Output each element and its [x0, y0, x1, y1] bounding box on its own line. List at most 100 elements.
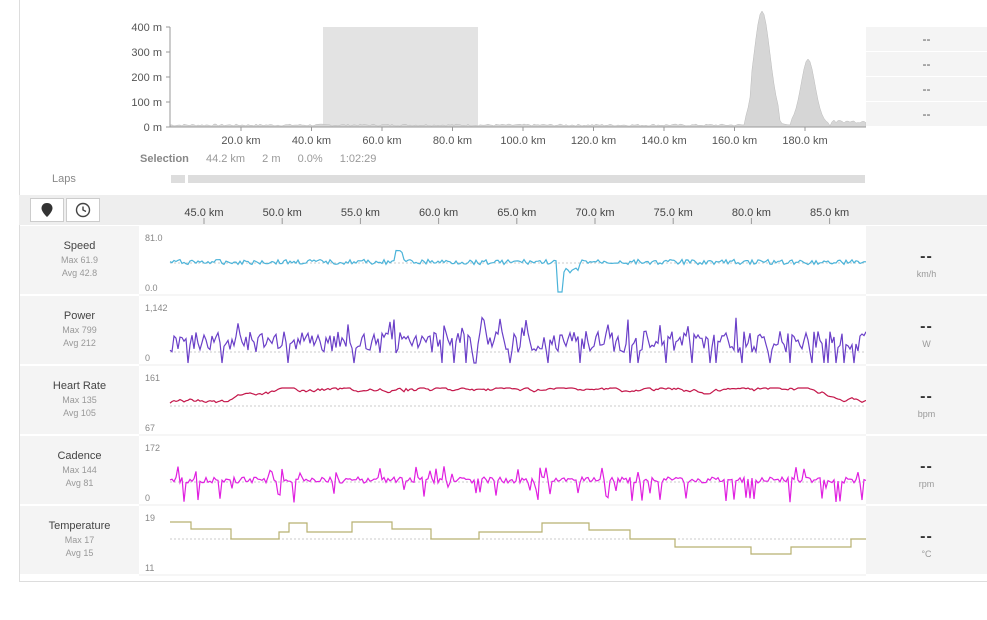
temperature-unit: °C: [921, 549, 932, 559]
temperature-name: Temperature: [48, 520, 111, 532]
chart-toolbar: [19, 195, 987, 225]
temperature-current-value: --: [920, 528, 933, 545]
power-max: Max 799: [62, 325, 97, 335]
power-name: Power: [63, 310, 96, 322]
speed-chart[interactable]: 81.0 0.0: [139, 226, 866, 296]
speed-series-line: [169, 249, 866, 293]
cadence-series-line: [169, 466, 866, 503]
cadence-max: Max 144: [62, 465, 97, 475]
heart-rate-label-panel: Heart Rate Max 135 Avg 105: [20, 366, 139, 434]
elevation-profile: [169, 10, 867, 128]
detail-x-tick-label: 70.0 km: [575, 207, 614, 219]
speed-unit: km/h: [916, 269, 937, 279]
detail-x-axis: 45.0 km 50.0 km 55.0 km 60.0 km 65.0 km 70.0 …: [184, 207, 849, 224]
x-tick-label: 80.0 km: [433, 135, 472, 147]
y-tick-label: 100 m: [131, 97, 162, 109]
temperature-avg: Avg 15: [65, 548, 94, 558]
detail-x-tick-label: 50.0 km: [263, 207, 302, 219]
heart-rate-avg: Avg 105: [63, 408, 96, 418]
speed-name: Speed: [63, 240, 96, 252]
heart-rate-ymax-label: 161: [145, 373, 160, 383]
temperature-max: Max 17: [64, 535, 95, 545]
lap-bar-1[interactable]: [171, 175, 185, 183]
detail-x-tick-label: 80.0 km: [732, 207, 771, 219]
selection-grade: 0.0%: [297, 153, 323, 165]
power-ymax-label: 1,142: [145, 303, 168, 313]
speed-ymax-label: 81.0: [145, 233, 163, 243]
cadence-ymax-label: 172: [145, 443, 160, 453]
clock-icon: [75, 202, 91, 218]
heart-rate-current-value: --: [920, 388, 933, 405]
y-tick-label: 200 m: [131, 72, 162, 84]
temperature-ymin-label: 11: [145, 563, 154, 573]
y-tick-label: 0 m: [144, 122, 162, 134]
cadence-avg: Avg 81: [65, 478, 94, 488]
detail-x-tick-label: 60.0 km: [419, 207, 458, 219]
overview-stat-1: --: [866, 27, 987, 52]
power-label-panel: Power Max 799 Avg 212: [20, 296, 139, 364]
selection-duration: 1:02:29: [339, 153, 377, 165]
selection-summary: Selection 44.2 km 2 m 0.0% 1:02:29: [140, 153, 390, 165]
power-ymin-label: 0: [145, 353, 150, 363]
temperature-series-line: [170, 521, 866, 555]
speed-ymin-label: 0.0: [145, 283, 158, 293]
heart-rate-name: Heart Rate: [52, 380, 107, 392]
y-tick-label: 300 m: [131, 47, 162, 59]
speed-value-panel: -- km/h: [866, 226, 987, 294]
heart-rate-unit: bpm: [917, 409, 936, 419]
detail-x-tick-label: 45.0 km: [184, 207, 223, 219]
clock-button[interactable]: [66, 198, 100, 222]
speed-avg: Avg 42.8: [61, 268, 98, 278]
heart-rate-chart[interactable]: 161 67: [139, 366, 866, 436]
speed-current-value: --: [920, 248, 933, 265]
cadence-value-panel: -- rpm: [866, 436, 987, 504]
cadence-current-value: --: [920, 458, 933, 475]
temperature-value-panel: -- °C: [866, 506, 987, 574]
overview-stat-4: --: [866, 102, 987, 127]
heart-rate-value-panel: -- bpm: [866, 366, 987, 434]
cadence-ymin-label: 0: [145, 493, 150, 503]
overview-stat-3: --: [866, 77, 987, 102]
map-pin-button[interactable]: [30, 198, 64, 222]
map-pin-icon: [41, 203, 53, 217]
power-series-line: [169, 316, 866, 364]
heart-rate-series-line: [169, 387, 866, 404]
x-tick-label: 100.0 km: [500, 135, 545, 147]
x-tick-label: 40.0 km: [292, 135, 331, 147]
x-tick-label: 60.0 km: [362, 135, 401, 147]
detail-x-tick-label: 55.0 km: [341, 207, 380, 219]
selection-elevation: 2 m: [262, 153, 281, 165]
x-tick-label: 180.0 km: [782, 135, 827, 147]
speed-label-panel: Speed Max 61.9 Avg 42.8: [20, 226, 139, 294]
detail-x-tick-label: 65.0 km: [497, 207, 536, 219]
elevation-overview-chart[interactable]: 400 m 300 m 200 m 100 m 0 m 20.0 km 40.0 km 60…: [0, 0, 987, 150]
heart-rate-max: Max 135: [62, 395, 97, 405]
power-unit: W: [922, 339, 931, 349]
overview-stat-2: --: [866, 52, 987, 77]
power-avg: Avg 212: [63, 338, 96, 348]
cadence-label-panel: Cadence Max 144 Avg 81: [20, 436, 139, 504]
lap-bar-2[interactable]: [188, 175, 865, 183]
cadence-name: Cadence: [57, 450, 102, 462]
selection-label: Selection: [140, 153, 189, 165]
detail-x-tick-label: 85.0 km: [810, 207, 849, 219]
heart-rate-ymin-label: 67: [145, 423, 155, 433]
x-tick-label: 20.0 km: [221, 135, 260, 147]
x-tick-label: 140.0 km: [641, 135, 686, 147]
power-value-panel: -- W: [866, 296, 987, 364]
selection-highlight[interactable]: [323, 27, 478, 127]
detail-x-tick-label: 75.0 km: [654, 207, 693, 219]
power-chart[interactable]: 1,142 0: [139, 296, 866, 366]
x-tick-label: 120.0 km: [571, 135, 616, 147]
laps-label: Laps: [52, 173, 76, 185]
temperature-ymax-label: 19: [145, 513, 155, 523]
selection-distance: 44.2 km: [205, 153, 246, 165]
y-tick-label: 400 m: [131, 22, 162, 34]
temperature-label-panel: Temperature Max 17 Avg 15: [20, 506, 139, 574]
x-tick-label: 160.0 km: [712, 135, 757, 147]
cadence-unit: rpm: [918, 479, 935, 489]
chart-frame: [19, 0, 987, 582]
power-current-value: --: [920, 318, 933, 335]
